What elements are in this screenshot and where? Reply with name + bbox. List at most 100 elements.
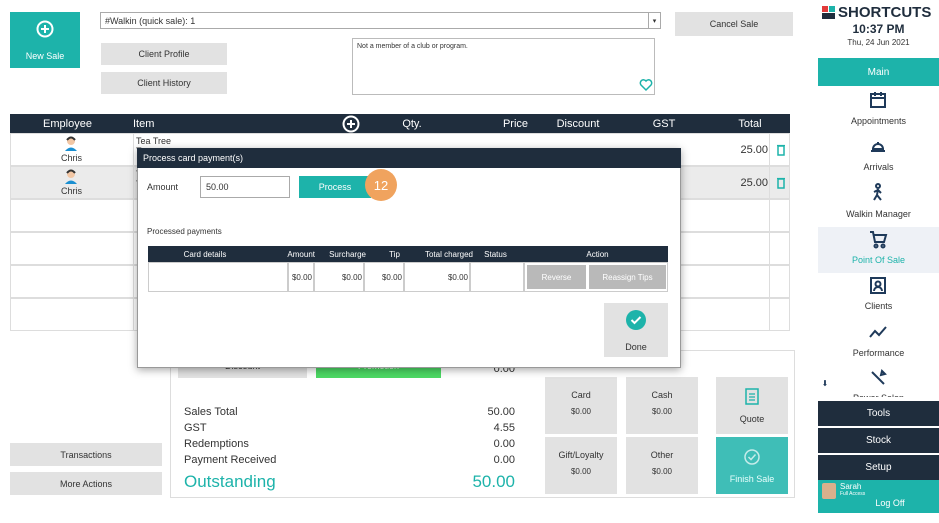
sidebar-item[interactable]: Appointments: [850, 116, 907, 126]
add-item-icon[interactable]: [342, 115, 360, 133]
payment-tile[interactable]: [716, 437, 788, 494]
payments-cell: [524, 262, 668, 292]
note-box: [352, 38, 655, 95]
column-header: Employee: [43, 118, 92, 130]
client-select[interactable]: #Walkin (quick sale): 1: [100, 12, 661, 29]
user-name: Sarah: [840, 481, 862, 491]
main-tab[interactable]: Main: [818, 58, 939, 86]
sidebar-icon[interactable]: [868, 275, 888, 295]
payment-tile[interactable]: [716, 377, 788, 434]
sidebar-menu[interactable]: Stock: [818, 428, 939, 453]
sidebar-icon[interactable]: [868, 136, 888, 156]
sidebar-item[interactable]: Power Salon: [818, 393, 939, 397]
cancel-sale-button[interactable]: Cancel Sale: [675, 12, 793, 36]
sidebar-icon[interactable]: [868, 182, 888, 203]
sidebar-menu[interactable]: Tools: [818, 401, 939, 426]
column-header: Item: [133, 118, 155, 130]
sidebar-item[interactable]: Walkin Manager: [846, 208, 911, 219]
summary-label: Payment Received: [184, 454, 277, 466]
user-role: Full Access: [840, 490, 866, 497]
row-divider: [769, 133, 770, 166]
payment-amount[interactable]: $0.00: [651, 466, 673, 476]
process-button[interactable]: Process: [299, 176, 371, 198]
summary-label: GST: [184, 422, 207, 434]
sidebar-item[interactable]: Clients: [864, 301, 893, 312]
outstanding-value: 50.00: [472, 472, 515, 491]
row-divider: [133, 133, 134, 166]
sidebar-item[interactable]: Point Of Sale: [851, 254, 906, 265]
payments-cell: [470, 262, 524, 292]
reassign-tips-button[interactable]: Reassign Tips: [589, 265, 666, 289]
column-header: Total: [738, 118, 762, 130]
new-sale-icon: [36, 20, 54, 38]
brand-name: SHORTCUTS: [838, 4, 932, 21]
payment-label[interactable]: Other: [650, 450, 674, 460]
payment-label[interactable]: Gift/Loyalty: [558, 450, 604, 460]
outstanding-label: Outstanding: [184, 472, 276, 491]
row-divider: [133, 166, 134, 199]
sidebar-icon[interactable]: [868, 368, 888, 388]
summary-value: 50.00: [487, 406, 515, 418]
processed-title: Processed payments: [147, 226, 222, 236]
sidebar-icon[interactable]: [868, 90, 888, 110]
payments-cell: [404, 262, 470, 292]
payments-cell: [364, 262, 404, 292]
summary-value: 4.55: [493, 422, 515, 434]
row-divider: [133, 265, 134, 298]
row-divider: [133, 298, 134, 331]
scroll-arrow[interactable]: ⬇: [821, 378, 829, 388]
step-badge: 12: [365, 169, 397, 201]
done-icon[interactable]: [625, 309, 647, 331]
payment-tile[interactable]: [626, 377, 698, 434]
payment-amount[interactable]: $0.00: [570, 466, 592, 476]
sidebar-item[interactable]: Performance: [852, 347, 905, 358]
note-heart-icon[interactable]: [638, 78, 654, 92]
payment-tile[interactable]: [545, 377, 617, 434]
client-history-button[interactable]: Client History: [101, 72, 227, 94]
sidebar-menu[interactable]: Setup: [818, 455, 939, 480]
payment-label[interactable]: Finish Sale: [729, 474, 775, 484]
left-action-button[interactable]: Transactions: [10, 443, 162, 466]
payment-icon[interactable]: [743, 447, 761, 467]
payment-tile[interactable]: [545, 437, 617, 494]
user-bar[interactable]: [818, 480, 939, 513]
payments-cell: [314, 262, 364, 292]
payments-cell: [148, 262, 288, 292]
amount-label: Amount: [147, 182, 179, 192]
payments-column-header: Status: [484, 249, 507, 259]
payments-column-header: Action: [586, 249, 609, 259]
amount-input[interactable]: 50.00: [200, 176, 290, 198]
summary-value: 0.00: [493, 454, 515, 466]
sidebar-item[interactable]: Arrivals: [863, 162, 894, 173]
payment-label[interactable]: Card: [571, 390, 591, 400]
payments-column-header: Total charged: [424, 249, 473, 259]
payments-column-header: Card details: [183, 249, 227, 259]
row-divider: [133, 199, 134, 232]
item-name: Tea Tree: [136, 136, 172, 146]
payment-tile[interactable]: [626, 437, 698, 494]
done-label[interactable]: Done: [625, 342, 647, 352]
reverse-button[interactable]: Reverse: [527, 265, 586, 289]
log-off[interactable]: Log Off: [875, 498, 905, 508]
row-total: 25.00: [740, 143, 768, 156]
payments-table-header: [148, 246, 668, 262]
payments-column-header: Tip: [389, 249, 400, 259]
employee-name: Chris: [60, 152, 82, 163]
delete-icon[interactable]: [776, 144, 786, 156]
delete-icon[interactable]: [776, 177, 786, 189]
client-profile-button[interactable]: Client Profile: [101, 43, 227, 65]
sidebar-icon[interactable]: [868, 322, 888, 342]
new-sale-label[interactable]: New Sale: [25, 51, 65, 61]
table-header: [10, 114, 790, 134]
payment-amount[interactable]: $0.00: [570, 406, 592, 416]
left-action-button[interactable]: More Actions: [10, 472, 162, 495]
summary-value: 0.00: [493, 438, 515, 450]
payment-amount[interactable]: $0.00: [651, 406, 673, 416]
payment-label[interactable]: Quote: [739, 414, 765, 424]
column-header: Discount: [556, 118, 600, 130]
select-arrow[interactable]: ▾: [648, 13, 660, 28]
sidebar-icon[interactable]: [868, 229, 888, 249]
payment-icon[interactable]: [743, 387, 761, 407]
payment-label[interactable]: Cash: [651, 390, 673, 400]
